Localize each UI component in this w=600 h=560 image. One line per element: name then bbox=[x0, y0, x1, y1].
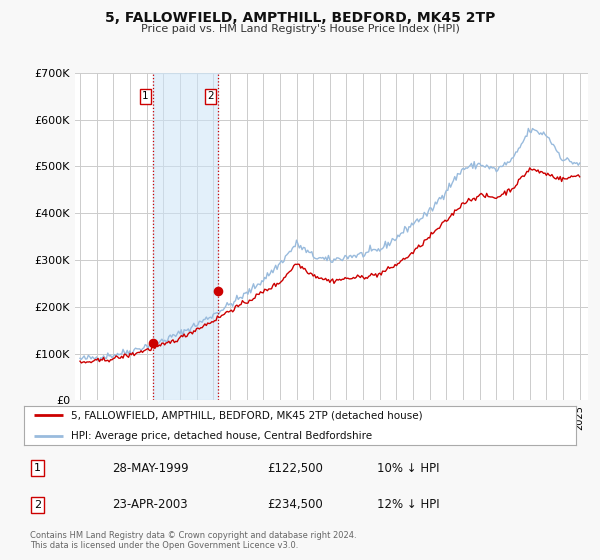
Text: Contains HM Land Registry data © Crown copyright and database right 2024.: Contains HM Land Registry data © Crown c… bbox=[30, 531, 356, 540]
Text: 2: 2 bbox=[207, 91, 214, 101]
Point bbox=[148, 339, 158, 348]
Text: 5, FALLOWFIELD, AMPTHILL, BEDFORD, MK45 2TP: 5, FALLOWFIELD, AMPTHILL, BEDFORD, MK45 … bbox=[105, 11, 495, 25]
Text: 23-APR-2003: 23-APR-2003 bbox=[112, 498, 188, 511]
Text: Price paid vs. HM Land Registry's House Price Index (HPI): Price paid vs. HM Land Registry's House … bbox=[140, 24, 460, 34]
Bar bbox=[153, 73, 218, 400]
Text: 1: 1 bbox=[34, 463, 41, 473]
Text: 2: 2 bbox=[34, 500, 41, 510]
Text: £234,500: £234,500 bbox=[267, 498, 323, 511]
Text: HPI: Average price, detached house, Central Bedfordshire: HPI: Average price, detached house, Cent… bbox=[71, 431, 372, 441]
Point bbox=[213, 286, 223, 295]
Text: £122,500: £122,500 bbox=[267, 462, 323, 475]
Text: 5, FALLOWFIELD, AMPTHILL, BEDFORD, MK45 2TP (detached house): 5, FALLOWFIELD, AMPTHILL, BEDFORD, MK45 … bbox=[71, 410, 422, 421]
Text: 28-MAY-1999: 28-MAY-1999 bbox=[112, 462, 189, 475]
Text: 1: 1 bbox=[142, 91, 149, 101]
Text: 10% ↓ HPI: 10% ↓ HPI bbox=[377, 462, 440, 475]
Text: This data is licensed under the Open Government Licence v3.0.: This data is licensed under the Open Gov… bbox=[30, 541, 298, 550]
Text: 12% ↓ HPI: 12% ↓ HPI bbox=[377, 498, 440, 511]
